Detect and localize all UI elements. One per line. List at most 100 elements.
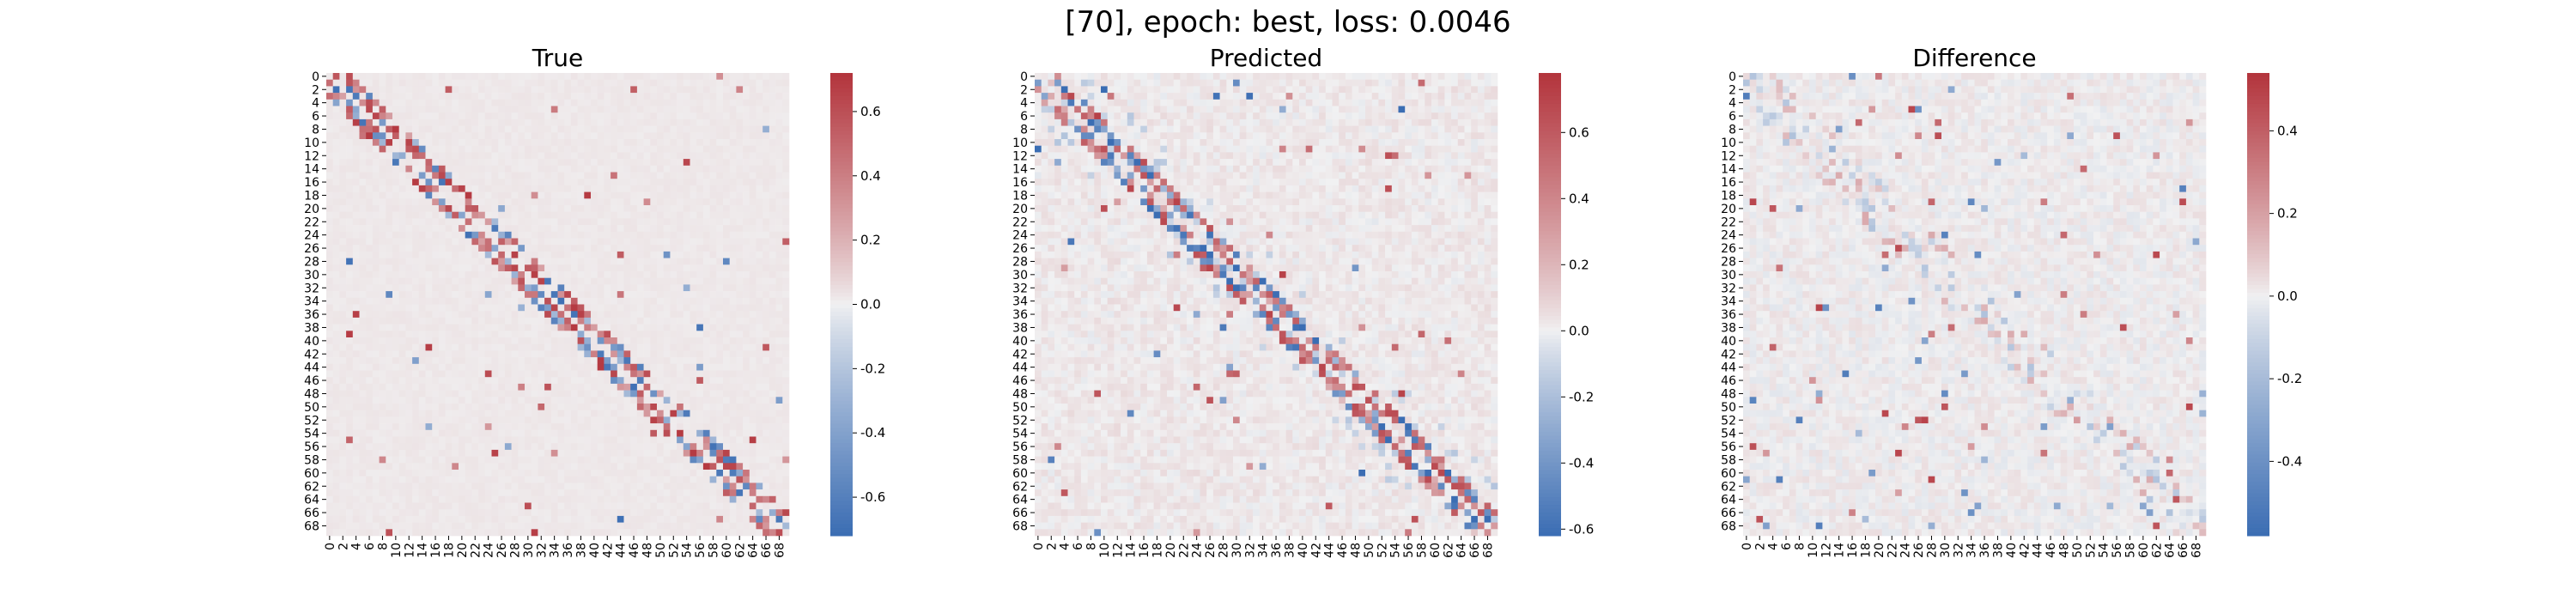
heatmap-cell	[438, 218, 446, 226]
heatmap-cell	[597, 483, 605, 490]
heatmap-cell	[412, 99, 420, 106]
heatmap-cell	[670, 86, 677, 94]
heatmap-cell	[756, 529, 763, 537]
heatmap-cell	[650, 86, 658, 94]
heatmap-cell	[650, 363, 658, 371]
heatmap-cell	[498, 93, 506, 100]
heatmap-cell	[518, 264, 526, 272]
heatmap-cell	[577, 231, 585, 239]
heatmap-cell	[604, 383, 611, 391]
heatmap-cell	[386, 198, 393, 206]
heatmap-cell	[471, 509, 479, 517]
heatmap-cell	[471, 370, 479, 378]
heatmap-cell	[729, 502, 737, 510]
heatmap-cell	[484, 324, 492, 331]
heatmap-cell	[597, 79, 605, 87]
heatmap-cell	[677, 304, 684, 312]
x-tick-label: 10	[390, 543, 404, 558]
heatmap-cell	[729, 172, 737, 179]
heatmap-cell	[359, 112, 367, 120]
heatmap-cell	[657, 449, 664, 457]
heatmap-cell	[544, 145, 552, 153]
heatmap-cell	[432, 225, 440, 233]
heatmap-cell	[756, 172, 763, 179]
heatmap-cell	[630, 449, 638, 457]
heatmap-cell	[782, 377, 790, 385]
heatmap-cell	[452, 423, 459, 431]
heatmap-cell	[663, 79, 671, 87]
heatmap-cell	[478, 397, 486, 404]
heatmap-cell	[359, 99, 367, 106]
heatmap-cell	[690, 331, 697, 338]
heatmap-cell	[438, 271, 446, 278]
heatmap-cell	[459, 264, 465, 272]
heatmap-cell	[584, 304, 592, 312]
heatmap-cell	[564, 337, 572, 344]
heatmap-cell	[690, 443, 697, 451]
heatmap-cell	[372, 258, 380, 265]
heatmap-cell	[432, 470, 440, 477]
heatmap-cell	[518, 277, 526, 285]
heatmap-cell	[591, 331, 598, 338]
heatmap-cell	[332, 370, 340, 378]
heatmap-cell	[484, 350, 492, 358]
heatmap-cell	[478, 93, 486, 100]
heatmap-cell	[743, 159, 750, 167]
heatmap-cell	[736, 529, 744, 537]
heatmap-cell	[702, 231, 710, 239]
heatmap-cell	[478, 529, 486, 537]
heatmap-cell	[663, 357, 671, 365]
heatmap-cell	[478, 390, 486, 398]
heatmap-cell	[623, 483, 631, 490]
heatmap-cell	[670, 383, 677, 391]
heatmap-cell	[570, 416, 578, 424]
heatmap-cell	[630, 179, 638, 186]
heatmap-cell	[611, 152, 618, 160]
heatmap-cell	[630, 218, 638, 226]
heatmap-cell	[531, 225, 538, 233]
heatmap-cell	[663, 390, 671, 398]
heatmap-cell	[525, 370, 532, 378]
heatmap-cell	[604, 515, 611, 523]
heatmap-cell	[405, 297, 413, 305]
heatmap-cell	[405, 79, 413, 87]
heatmap-cell	[782, 152, 790, 160]
heatmap-cell	[690, 390, 697, 398]
heatmap-cell	[418, 99, 426, 106]
heatmap-cell	[657, 377, 664, 385]
heatmap-cell	[736, 502, 744, 510]
heatmap-cell	[518, 410, 526, 417]
heatmap-cell	[775, 495, 783, 503]
heatmap-cell	[518, 145, 526, 153]
heatmap-cell	[346, 470, 354, 477]
heatmap-cell	[716, 152, 724, 160]
heatmap-cell	[683, 79, 690, 87]
heatmap-cell	[677, 73, 684, 80]
heatmap-cell	[597, 284, 605, 292]
heatmap-cell	[352, 311, 360, 319]
heatmap-cell	[630, 165, 638, 173]
heatmap-cell	[332, 238, 340, 246]
heatmap-cell	[498, 370, 506, 378]
heatmap-cell	[452, 139, 459, 146]
heatmap-cell	[465, 191, 472, 199]
heatmap-cell	[570, 377, 578, 385]
heatmap-cell	[782, 191, 790, 199]
heatmap-cell	[597, 343, 605, 351]
heatmap-cell	[643, 529, 651, 537]
heatmap-cell	[604, 73, 611, 80]
heatmap-cell	[630, 159, 638, 167]
heatmap-cell	[525, 443, 532, 451]
heatmap-cell	[584, 106, 592, 113]
heatmap-cell	[544, 225, 552, 233]
heatmap-cell	[597, 264, 605, 272]
heatmap-cell	[762, 205, 770, 212]
heatmap-cell	[518, 416, 526, 424]
heatmap-cell	[782, 172, 790, 179]
heatmap-cell	[611, 443, 618, 451]
heatmap-cell	[611, 284, 618, 292]
heatmap-cell	[392, 397, 399, 404]
heatmap-cell	[531, 139, 538, 146]
heatmap-cell	[577, 251, 585, 258]
heatmap-cell	[392, 350, 399, 358]
